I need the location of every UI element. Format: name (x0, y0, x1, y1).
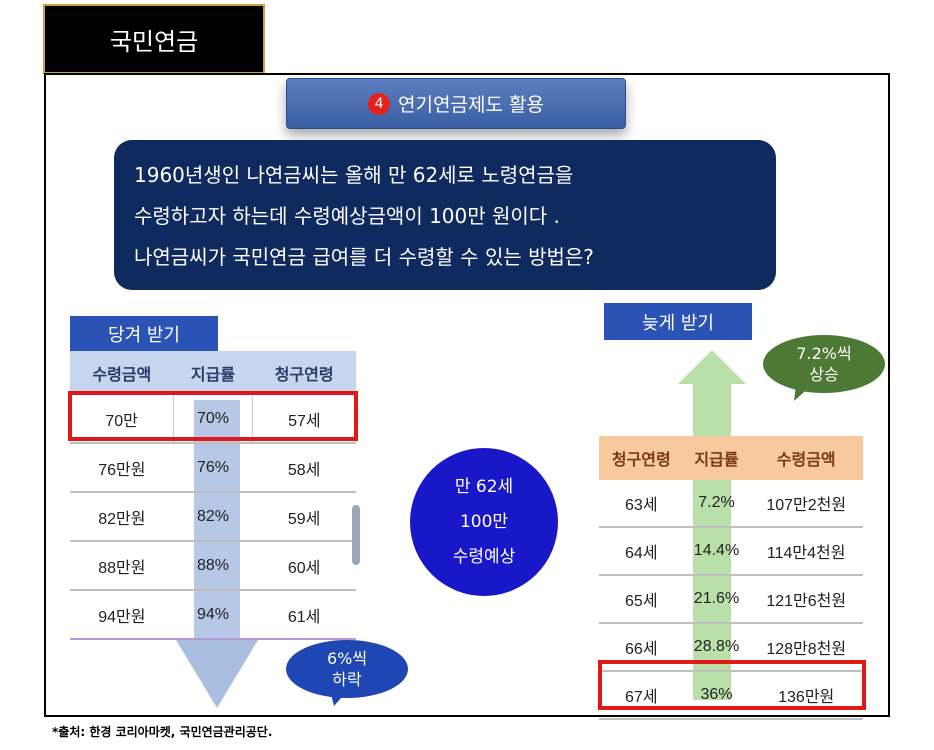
table-row: 76만원 76% 58세 (70, 443, 356, 493)
early-table-header: 수령금액 지급률 청구연령 (70, 351, 356, 395)
table-cell: 7.2% (683, 480, 750, 528)
table-cell: 88% (173, 541, 253, 591)
center-caption: 수령예상 (452, 546, 516, 567)
table-cell: 14.4% (683, 527, 750, 576)
section-heading-text: 연기연금제도 활용 (398, 94, 544, 116)
table-row: 94만원 94% 61세 (70, 590, 356, 640)
table-cell: 36% (683, 671, 750, 720)
table-row: 63세 7.2% 107만2천원 (599, 480, 863, 528)
table-cell: 82% (173, 492, 253, 542)
late-highlight-box (598, 660, 866, 710)
table-cell: 136만원 (749, 671, 863, 720)
bubble-tail-icon (794, 385, 812, 401)
page-title: 국민연금 (43, 4, 265, 74)
question-line-1: 1960년생인 나연금씨는 올해 만 62세로 노령연금을 (134, 163, 574, 187)
early-highlight-box (68, 391, 358, 441)
table-cell: 121만6천원 (749, 575, 863, 624)
center-age: 만 62세 (454, 476, 514, 497)
table-cell: 61세 (252, 590, 356, 640)
table-cell: 67세 (599, 671, 684, 720)
late-table-header: 청구연령 지급률 수령금액 (599, 436, 863, 480)
table-row: 82만원 82% 59세 (70, 492, 356, 542)
scroll-edge (352, 505, 360, 565)
table-cell: 94만원 (70, 590, 174, 640)
question-line-2: 수령하고자 하는데 수령예상금액이 100만 원이다 . (134, 204, 560, 228)
step-number-badge: 4 (368, 92, 391, 115)
header-cell: 수령금액 (749, 436, 863, 480)
section-heading: 4 연기연금제도 활용 (286, 78, 626, 129)
table-cell: 21.6% (683, 575, 750, 624)
table-cell: 65세 (599, 575, 684, 624)
table-cell: 70만 (70, 395, 175, 444)
table-cell: 63세 (599, 480, 684, 528)
table-row: 64세 14.4% 114만4천원 (599, 527, 863, 576)
early-label: 당겨 받기 (70, 316, 218, 351)
table-cell: 64세 (599, 527, 684, 576)
table-cell: 94% (173, 590, 253, 640)
center-amount: 100만 (459, 511, 509, 532)
table-cell: 88만원 (70, 541, 174, 591)
source-note: *출처: 한경 코리아마켓, 국민연금관리공단. (52, 725, 273, 739)
table-cell: 58세 (252, 443, 356, 493)
increase-bubble: 7.2%씩 상승 (763, 335, 885, 393)
early-table: 수령금액 지급률 청구연령 70만 70% 57세 76만원 76% 58세 8… (70, 351, 356, 640)
question-line-3: 나연금씨가 국민연금 급여를 더 수령할 수 있는 방법은? (134, 245, 594, 269)
table-row: 70만 70% 57세 (70, 395, 356, 444)
table-cell: 76% (173, 443, 253, 493)
header-cell: 지급률 (173, 351, 253, 395)
header-cell: 청구연령 (599, 436, 684, 480)
increase-text: 상승 (809, 365, 839, 384)
table-cell: 60세 (252, 541, 356, 591)
header-cell: 지급률 (683, 436, 750, 480)
table-cell: 70% (173, 395, 253, 444)
question-box: 1960년생인 나연금씨는 올해 만 62세로 노령연금을 수령하고자 하는데 … (114, 140, 776, 290)
bubble-tail-icon (330, 690, 348, 706)
increase-rate: 7.2%씩 (796, 344, 852, 363)
table-cell: 82만원 (70, 492, 174, 542)
decrease-rate: 6%씩 (326, 649, 368, 668)
table-cell: 107만2천원 (749, 480, 863, 528)
table-cell: 114만4천원 (749, 527, 863, 576)
decrease-bubble: 6%씩 하락 (286, 640, 408, 698)
table-cell: 57세 (252, 395, 356, 444)
table-row: 67세 36% 136만원 (599, 671, 863, 720)
header-cell: 수령금액 (70, 351, 174, 395)
table-cell: 59세 (252, 492, 356, 542)
expected-pension-circle: 만 62세 100만 수령예상 (410, 448, 558, 596)
header-cell: 청구연령 (252, 351, 356, 395)
decrease-text: 하락 (332, 670, 362, 689)
table-row: 88만원 88% 60세 (70, 541, 356, 591)
table-cell: 76만원 (70, 443, 174, 493)
table-row: 65세 21.6% 121만6천원 (599, 575, 863, 624)
late-label: 늦게 받기 (604, 303, 752, 340)
content-frame (44, 73, 890, 717)
